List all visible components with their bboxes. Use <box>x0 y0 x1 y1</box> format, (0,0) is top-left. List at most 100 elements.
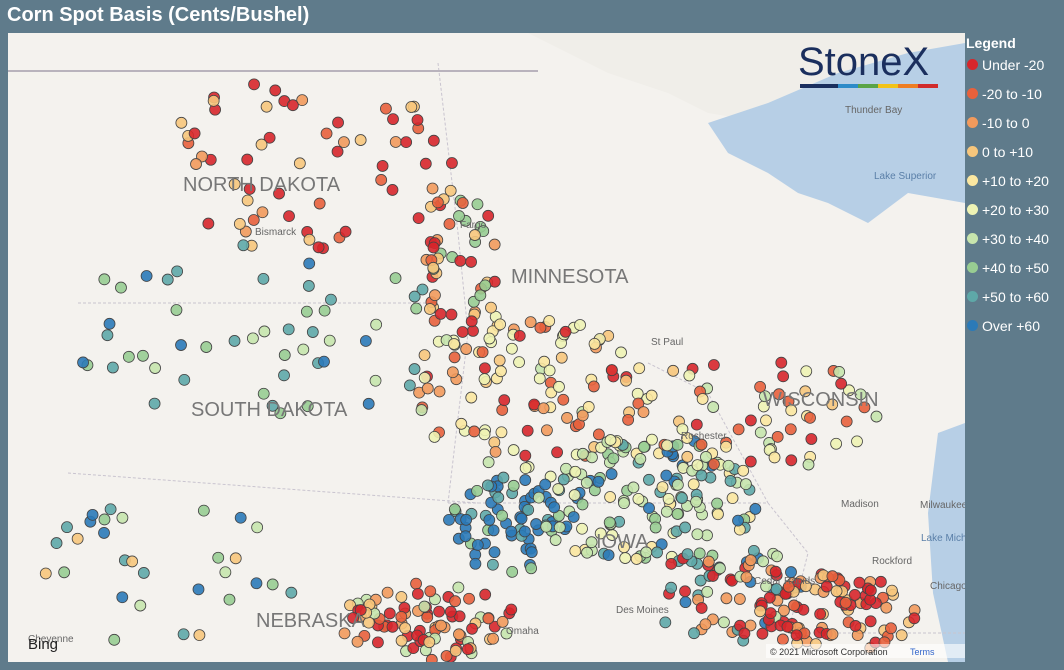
station-dot <box>303 257 316 270</box>
legend-item[interactable]: +50 to +60 <box>966 289 1049 318</box>
station-dot <box>671 508 684 520</box>
station-dot <box>444 605 457 618</box>
station-dot <box>383 607 396 620</box>
station-dot <box>576 498 589 511</box>
station-dot <box>101 329 114 342</box>
station-dot <box>505 525 518 538</box>
station-dot <box>864 584 877 597</box>
station-dot <box>830 585 843 598</box>
station-dot <box>408 290 421 303</box>
station-dot <box>519 474 532 486</box>
station-dot <box>714 562 726 575</box>
station-dot <box>251 521 264 534</box>
station-dot <box>830 437 843 450</box>
station-dot <box>418 600 431 613</box>
station-dot <box>820 580 833 593</box>
station-dot <box>487 524 500 537</box>
station-dot <box>286 99 299 112</box>
station-dot <box>707 401 720 413</box>
station-dot <box>380 102 392 115</box>
station-dot <box>297 343 310 356</box>
station-dot <box>667 364 680 377</box>
station-dot <box>521 424 534 437</box>
station-dot <box>588 337 601 350</box>
station-dot <box>737 464 750 477</box>
legend-item[interactable]: +40 to +50 <box>966 260 1049 289</box>
station-dot <box>605 468 618 480</box>
station-dot <box>785 404 798 417</box>
legend-item[interactable]: +20 to +30 <box>966 202 1049 231</box>
station-dot <box>513 329 526 342</box>
station-dot <box>266 399 279 412</box>
station-dot <box>739 478 752 490</box>
station-dot <box>351 635 364 648</box>
station-dot <box>395 591 408 603</box>
city-label: Omaha <box>506 626 539 637</box>
station-dot <box>580 476 593 489</box>
station-dot <box>466 622 478 635</box>
station-dot <box>323 334 336 347</box>
station-dot <box>433 385 446 398</box>
station-dot <box>86 508 99 521</box>
station-dot <box>775 356 788 369</box>
station-dot <box>320 127 333 140</box>
station-dot <box>149 362 161 374</box>
station-dot <box>77 356 89 369</box>
station-dot <box>202 217 215 230</box>
station-dot <box>848 589 861 601</box>
station-dot <box>618 497 630 509</box>
station-dot <box>587 380 600 393</box>
station-dot <box>403 379 416 392</box>
station-dot <box>302 280 315 292</box>
station-dot <box>693 547 706 560</box>
station-dot <box>395 634 408 647</box>
station-dot <box>461 643 474 656</box>
station-dot <box>300 305 313 318</box>
station-dot <box>622 413 635 426</box>
station-dot <box>347 612 359 624</box>
station-dot <box>505 342 518 355</box>
legend-item[interactable]: +10 to +20 <box>966 173 1049 202</box>
station-dot <box>744 414 757 427</box>
station-dot <box>607 452 620 465</box>
station-dot <box>744 554 757 567</box>
station-dot <box>602 549 615 562</box>
station-dot <box>228 178 241 191</box>
legend-label: Under -20 <box>982 57 1045 73</box>
station-dot <box>660 505 673 518</box>
legend-item[interactable]: -20 to -10 <box>966 86 1049 115</box>
legend-item[interactable]: -10 to 0 <box>966 115 1049 144</box>
station-dot <box>465 315 478 328</box>
station-dot <box>278 349 291 361</box>
station-dot <box>247 214 260 226</box>
station-dot <box>826 570 839 583</box>
legend-item[interactable]: 0 to +10 <box>966 144 1049 173</box>
station-dot <box>691 528 704 541</box>
station-dot <box>649 521 662 534</box>
terms-link[interactable]: Terms <box>910 647 935 657</box>
station-dot <box>354 134 367 146</box>
station-dot <box>282 323 295 336</box>
station-dot <box>476 346 489 359</box>
station-dot <box>549 534 562 546</box>
station-dot <box>712 508 724 521</box>
station-dot <box>178 373 191 386</box>
station-dot <box>880 601 893 614</box>
station-dot <box>553 521 566 534</box>
station-dot <box>582 401 595 413</box>
legend-item[interactable]: Over +60 <box>966 318 1049 347</box>
station-dot <box>471 539 484 551</box>
city-label: Cheyenne <box>28 634 74 645</box>
station-dot <box>426 182 439 195</box>
station-dot <box>234 511 247 524</box>
legend-swatch <box>967 204 978 215</box>
legend-item[interactable]: +30 to +40 <box>966 231 1049 260</box>
station-dot <box>754 380 767 393</box>
station-dot <box>618 541 630 554</box>
station-dot <box>485 301 497 314</box>
station-dot <box>778 604 790 617</box>
station-dot <box>507 479 520 492</box>
station-dot <box>303 233 316 246</box>
station-dot <box>492 491 505 504</box>
legend-item[interactable]: Under -20 <box>966 57 1049 86</box>
